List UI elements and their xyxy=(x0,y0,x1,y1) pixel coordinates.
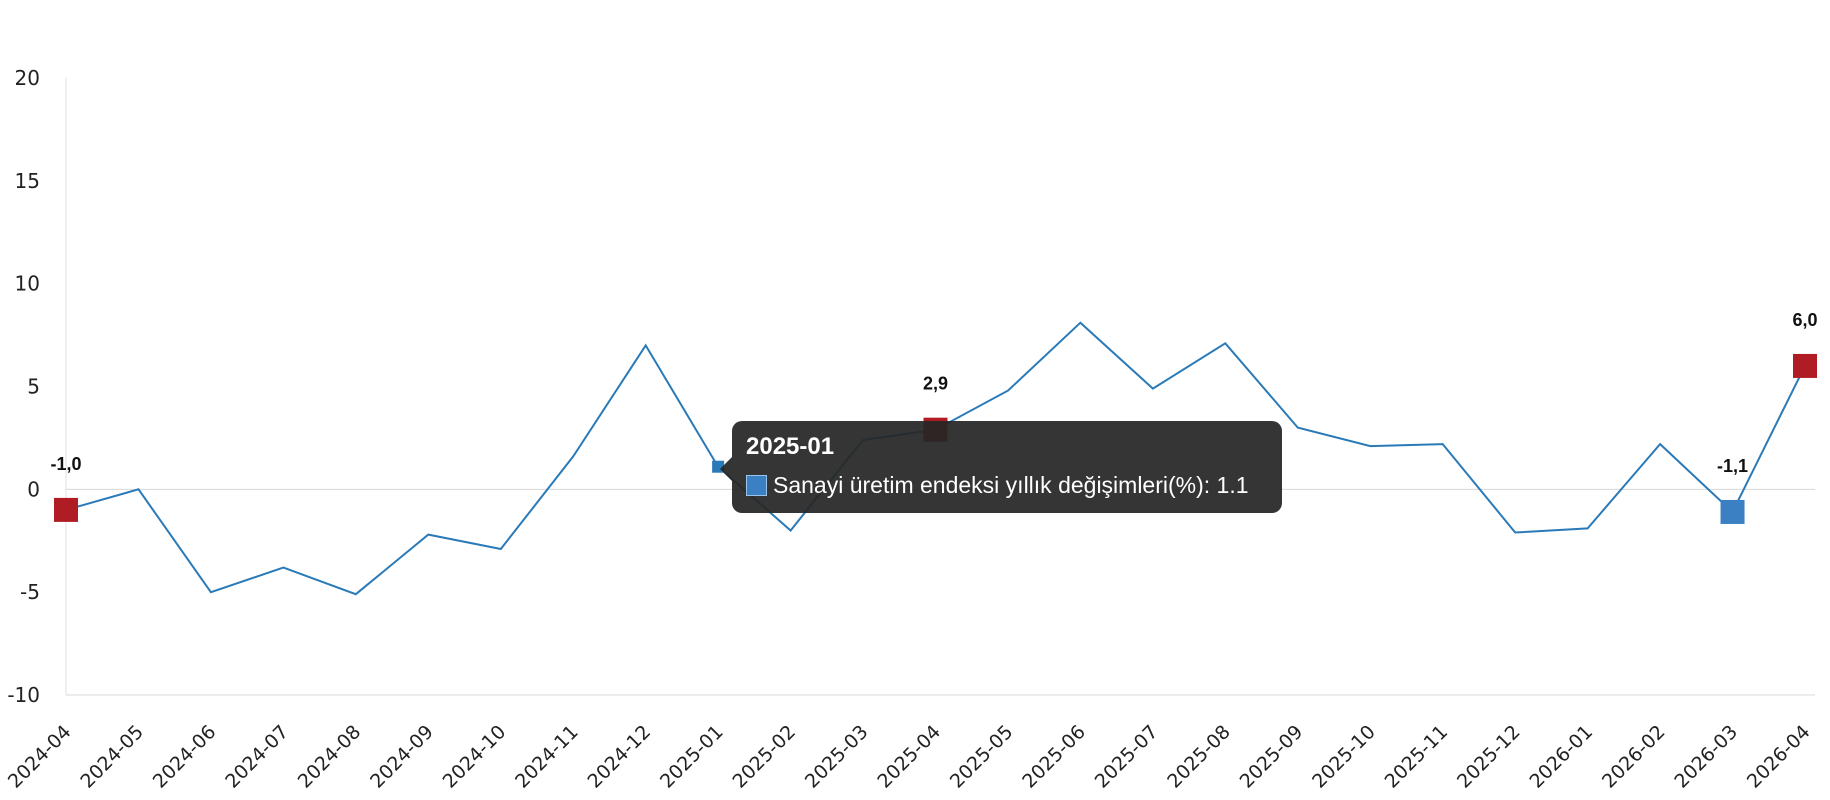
x-tick-label: 2026-04 xyxy=(1743,721,1815,793)
x-tick-label: 2025-01 xyxy=(656,721,728,793)
x-tick-label: 2026-03 xyxy=(1670,721,1742,793)
x-tick-label: 2024-04 xyxy=(4,721,76,793)
data-label: 6,0 xyxy=(1792,310,1817,330)
y-tick-label: 15 xyxy=(15,169,40,193)
tooltip-text: Sanayi üretim endeksi yıllık değişimleri… xyxy=(773,472,1249,498)
x-tick-label: 2025-06 xyxy=(1018,721,1090,793)
y-tick-label: 10 xyxy=(15,272,40,296)
x-tick-label: 2026-02 xyxy=(1598,721,1670,793)
x-tick-label: 2024-09 xyxy=(366,721,438,793)
y-tick-label: -10 xyxy=(7,683,40,707)
data-label: 2,9 xyxy=(923,374,948,394)
x-tick-label: 2024-06 xyxy=(149,721,221,793)
x-tick-label: 2025-05 xyxy=(946,721,1018,793)
x-tick-label: 2025-12 xyxy=(1453,721,1525,793)
x-tick-label: 2024-12 xyxy=(584,721,656,793)
x-tick-label: 2025-10 xyxy=(1308,721,1380,793)
tooltip-arrow xyxy=(720,457,732,481)
y-tick-label: 0 xyxy=(27,477,40,501)
x-tick-label: 2025-03 xyxy=(801,721,873,793)
x-tick-label: 2025-07 xyxy=(1091,721,1163,793)
y-tick-label: -5 xyxy=(20,580,40,604)
x-tick-label: 2024-08 xyxy=(294,721,366,793)
tooltip-row: Sanayi üretim endeksi yıllık değişimleri… xyxy=(746,472,1249,499)
x-tick-label: 2025-02 xyxy=(728,721,800,793)
data-label: -1,0 xyxy=(50,454,81,474)
x-tick-label: 2024-07 xyxy=(221,721,293,793)
y-tick-label: 20 xyxy=(15,66,40,90)
x-tick-label: 2026-01 xyxy=(1525,721,1597,793)
tooltip-title: 2025-01 xyxy=(746,433,835,460)
y-axis: 20 15 10 5 0 -5 -10 xyxy=(7,66,67,707)
data-labels: -1,0 2,9 -1,1 6,0 xyxy=(50,310,1817,476)
x-tick-label: 2025-04 xyxy=(873,721,945,793)
tooltip: 2025-01 Sanayi üretim endeksi yıllık değ… xyxy=(720,421,1282,513)
x-tick-label: 2024-05 xyxy=(76,721,148,793)
y-tick-label: 5 xyxy=(27,375,40,399)
highlight-marker[interactable] xyxy=(1793,353,1817,378)
highlight-marker[interactable] xyxy=(54,497,78,522)
x-tick-label: 2025-08 xyxy=(1163,721,1235,793)
tooltip-series-swatch xyxy=(746,475,767,496)
x-tick-label: 2025-09 xyxy=(1236,721,1308,793)
highlight-marker[interactable] xyxy=(1720,499,1745,524)
data-label: -1,1 xyxy=(1717,456,1748,476)
x-axis: 2024-04 2024-05 2024-06 2024-07 2024-08 2024-… xyxy=(4,488,1815,793)
x-tick-label: 2024-11 xyxy=(511,721,583,793)
x-tick-label: 2024-10 xyxy=(439,721,511,793)
x-tick-label: 2025-11 xyxy=(1381,721,1453,793)
